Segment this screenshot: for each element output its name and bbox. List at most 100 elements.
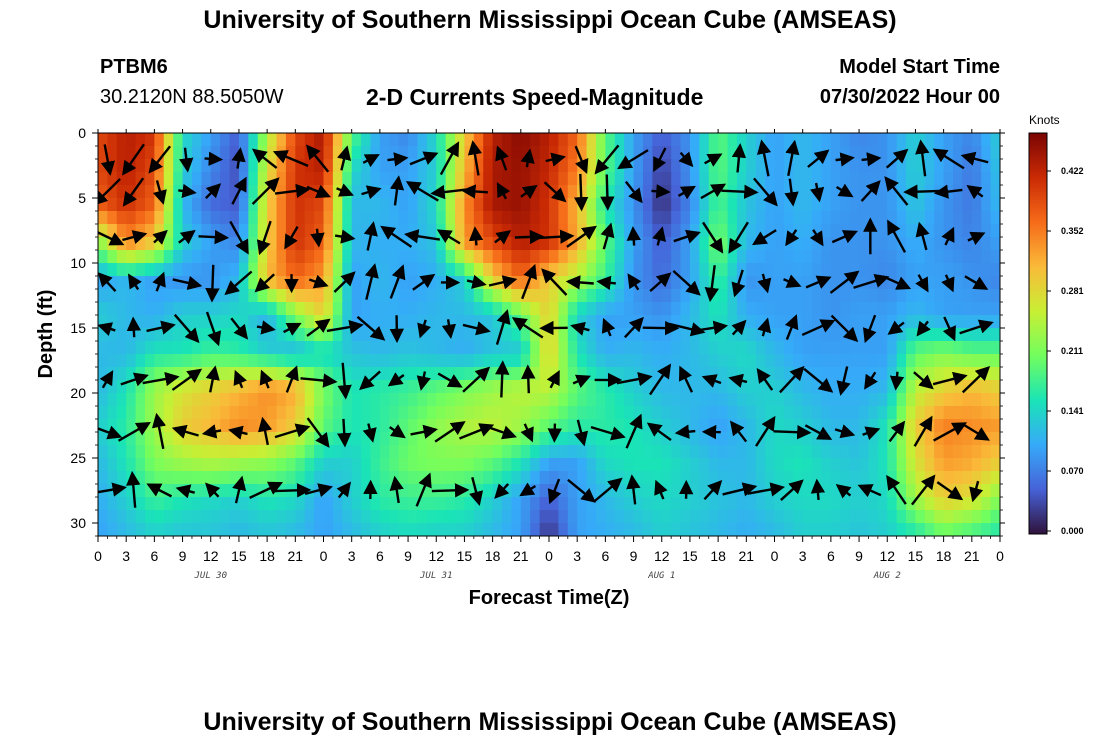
heatmap-cell <box>361 510 372 524</box>
heatmap-cell <box>135 484 146 498</box>
heatmap-cell <box>210 302 221 316</box>
heatmap-cell <box>116 328 127 342</box>
heatmap-cell <box>906 510 917 524</box>
heatmap-cell <box>455 185 466 199</box>
heatmap-cell <box>483 185 494 199</box>
heatmap-cell <box>426 211 437 225</box>
heatmap-cell <box>943 289 954 303</box>
heatmap-cell <box>943 393 954 407</box>
heatmap-cell <box>802 289 813 303</box>
heatmap-cell <box>323 497 334 511</box>
heatmap-cell <box>849 497 860 511</box>
heatmap-cell <box>671 445 682 459</box>
heatmap-cell <box>924 289 935 303</box>
heatmap-cell <box>511 185 522 199</box>
current-arrow <box>175 484 195 499</box>
heatmap-cell <box>624 263 635 277</box>
heatmap-cell <box>473 315 484 329</box>
heatmap-cell <box>971 224 982 238</box>
current-arrow <box>519 482 537 497</box>
heatmap-cell <box>718 133 729 147</box>
heatmap-cell <box>154 510 165 524</box>
heatmap-cell <box>830 510 841 524</box>
heatmap-cell <box>126 471 137 485</box>
heatmap-cell <box>981 471 992 485</box>
heatmap-cell <box>191 510 202 524</box>
heatmap-cell <box>595 510 606 524</box>
heatmap-cell <box>426 341 437 355</box>
heatmap-cell <box>906 146 917 160</box>
heatmap-cell <box>906 315 917 329</box>
heatmap-cell <box>276 419 287 433</box>
heatmap-cell <box>370 302 381 316</box>
heatmap-cell <box>906 302 917 316</box>
heatmap-cell <box>398 198 409 212</box>
heatmap-cell <box>182 523 193 536</box>
heatmap-cell <box>520 276 531 290</box>
heatmap-cell <box>736 133 747 147</box>
heatmap-cell <box>953 406 964 420</box>
heatmap-cell <box>436 302 447 316</box>
heatmap-cell <box>323 471 334 485</box>
heatmap-cell <box>577 497 588 511</box>
heatmap-cell <box>492 341 503 355</box>
heatmap-cell <box>953 471 964 485</box>
heatmap-cell <box>755 302 766 316</box>
heatmap-cell <box>182 341 193 355</box>
heatmap-cell <box>924 276 935 290</box>
heatmap-cell <box>116 523 127 536</box>
heatmap-cell <box>943 380 954 394</box>
current-arrow <box>336 481 352 499</box>
heatmap-cell <box>812 523 823 536</box>
heatmap-cell <box>314 497 325 511</box>
heatmap-cell <box>595 198 606 212</box>
heatmap-cell <box>906 484 917 498</box>
heatmap-cell <box>229 289 240 303</box>
heatmap-cell <box>154 432 165 446</box>
heatmap-cell <box>614 250 625 264</box>
current-arrow <box>120 372 149 387</box>
heatmap-cell <box>830 276 841 290</box>
heatmap-cell <box>126 250 137 264</box>
heatmap-cell <box>238 458 249 472</box>
heatmap-cell <box>868 471 879 485</box>
heatmap-cell <box>830 315 841 329</box>
heatmap-cell <box>304 380 315 394</box>
heatmap-cell <box>746 133 757 147</box>
x-tick-label: 0 <box>771 548 779 564</box>
heatmap-cell <box>689 341 700 355</box>
heatmap-cell <box>276 133 287 147</box>
heatmap-cell <box>445 393 456 407</box>
heatmap-cell <box>614 289 625 303</box>
heatmap-cell <box>163 523 174 536</box>
heatmap-cell <box>238 523 249 536</box>
heatmap-cell <box>370 354 381 368</box>
heatmap-cell <box>671 146 682 160</box>
current-arrow <box>537 229 575 244</box>
heatmap-cell <box>229 328 240 342</box>
current-arrow <box>152 271 166 292</box>
heatmap-cell <box>370 367 381 381</box>
heatmap-cell <box>830 458 841 472</box>
heatmap-cell <box>661 302 672 316</box>
heatmap-cell <box>361 172 372 186</box>
heatmap-cell <box>605 341 616 355</box>
heatmap-cell <box>708 432 719 446</box>
current-arrow <box>142 371 180 387</box>
heatmap-cell <box>408 263 419 277</box>
current-arrow <box>488 275 518 290</box>
heatmap-cell <box>511 302 522 316</box>
heatmap-cell <box>351 159 362 173</box>
heatmap-cell <box>689 250 700 264</box>
heatmap-cell <box>530 419 541 433</box>
heatmap-cell <box>511 263 522 277</box>
heatmap-cell <box>783 432 794 446</box>
heatmap-cell <box>887 250 898 264</box>
heatmap-cell <box>746 250 757 264</box>
heatmap-cell <box>727 302 738 316</box>
heatmap-cell <box>144 458 155 472</box>
heatmap-cell <box>257 263 268 277</box>
heatmap-cell <box>248 159 259 173</box>
heatmap-cell <box>943 263 954 277</box>
current-arrow <box>590 425 626 441</box>
